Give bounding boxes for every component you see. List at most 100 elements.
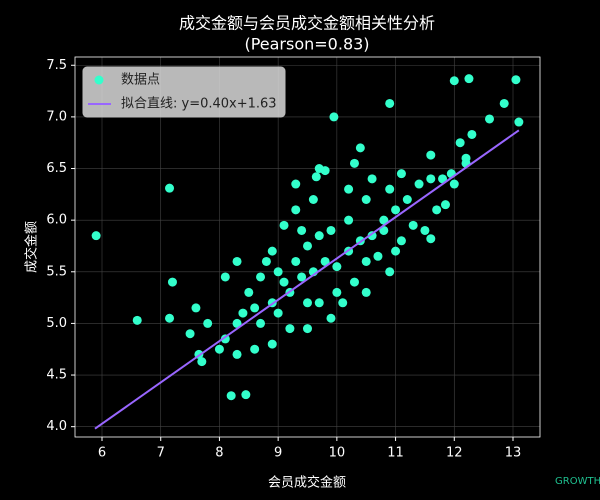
x-tick-label: 8 — [215, 446, 223, 461]
data-point — [373, 251, 383, 261]
data-point — [261, 256, 271, 266]
data-point — [165, 183, 175, 193]
data-point — [440, 200, 450, 210]
data-point — [297, 272, 307, 282]
data-point — [279, 277, 289, 287]
data-point — [308, 195, 318, 204]
data-point — [361, 195, 371, 204]
legend-label: 拟合直线: y=0.40x+1.63 — [121, 97, 277, 112]
x-tick-label: 10 — [329, 446, 346, 461]
data-point — [311, 172, 321, 182]
y-tick-label: 7.5 — [46, 58, 67, 73]
y-tick-label: 7.0 — [46, 109, 67, 124]
data-point — [514, 117, 524, 127]
x-tick-label: 6 — [98, 446, 106, 461]
data-point — [361, 287, 371, 297]
data-point — [391, 246, 401, 256]
data-point — [464, 74, 474, 84]
watermark: GROWTH BOX — [555, 476, 600, 487]
data-point — [449, 179, 459, 189]
data-point — [291, 256, 301, 266]
data-point — [467, 129, 477, 139]
data-point — [203, 318, 213, 328]
fit-line — [94, 129, 520, 430]
data-point — [214, 344, 224, 354]
data-point — [256, 272, 266, 282]
data-point — [185, 329, 195, 339]
data-point — [232, 349, 242, 359]
data-point — [250, 303, 260, 313]
y-tick-label: 5.0 — [46, 316, 67, 331]
data-point — [241, 390, 251, 400]
chart-subtitle: (Pearson=0.83) — [244, 35, 369, 54]
y-tick-label: 6.0 — [46, 213, 67, 228]
data-point — [232, 256, 242, 266]
data-point — [165, 313, 175, 323]
data-point — [191, 303, 201, 313]
data-point — [250, 344, 260, 354]
y-axis-label: 成交金额 — [24, 221, 40, 273]
data-point — [391, 205, 401, 215]
data-point — [320, 166, 330, 176]
data-point — [273, 308, 283, 318]
data-point — [396, 169, 406, 179]
x-tick-label: 9 — [274, 446, 282, 461]
data-point — [220, 334, 230, 344]
data-point — [344, 215, 354, 225]
data-point — [314, 231, 324, 241]
data-point — [303, 298, 312, 308]
data-point — [326, 313, 336, 323]
data-point — [511, 75, 521, 85]
data-point — [420, 225, 430, 235]
data-point — [367, 231, 377, 241]
data-point — [426, 150, 436, 160]
data-point — [314, 298, 324, 308]
data-point — [285, 324, 295, 334]
data-point — [379, 225, 389, 235]
data-point — [349, 158, 359, 168]
y-tick-label: 5.5 — [46, 264, 67, 279]
data-point — [367, 174, 377, 184]
legend-label: 数据点 — [121, 73, 160, 88]
data-point — [432, 205, 442, 215]
data-point — [291, 205, 301, 215]
data-point — [291, 179, 301, 189]
x-tick-label: 11 — [387, 446, 404, 461]
data-point — [385, 267, 395, 277]
data-point — [238, 308, 248, 318]
data-point — [332, 262, 342, 272]
data-point — [256, 318, 266, 328]
x-axis-label: 会员成交金额 — [268, 475, 346, 491]
data-point — [485, 114, 495, 124]
data-point — [402, 195, 412, 204]
data-point — [455, 138, 465, 148]
y-tick-label: 6.5 — [46, 161, 67, 176]
data-point — [132, 315, 142, 325]
data-point — [232, 318, 242, 328]
data-point — [344, 184, 354, 194]
data-point — [279, 220, 289, 230]
data-point — [426, 174, 436, 184]
plot-frame — [74, 56, 541, 438]
data-point — [326, 225, 336, 235]
data-point — [267, 246, 277, 256]
data-point — [396, 236, 406, 246]
y-tick-label: 4.5 — [46, 368, 67, 383]
data-point — [297, 225, 307, 235]
data-point — [385, 98, 395, 108]
y-tick-label: 4.0 — [46, 419, 67, 434]
data-point — [426, 234, 436, 244]
x-tick-label: 12 — [446, 446, 463, 461]
data-point — [414, 179, 424, 189]
data-point — [303, 324, 312, 334]
data-point — [220, 272, 230, 282]
data-point — [91, 231, 101, 241]
data-point — [303, 241, 312, 251]
x-tick-label: 13 — [505, 446, 522, 461]
data-point — [338, 298, 348, 308]
data-point — [355, 143, 365, 153]
data-point — [332, 287, 342, 297]
legend-box — [82, 66, 286, 118]
legend-marker — [94, 75, 104, 85]
